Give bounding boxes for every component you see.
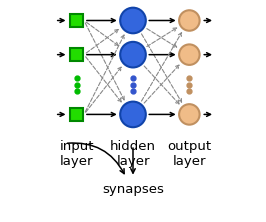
FancyBboxPatch shape (70, 108, 83, 121)
FancyBboxPatch shape (70, 48, 83, 61)
Text: input
layer: input layer (59, 140, 94, 168)
Text: output
layer: output layer (167, 140, 211, 168)
Text: synapses: synapses (102, 183, 164, 196)
Circle shape (120, 42, 146, 67)
Circle shape (179, 44, 200, 65)
Circle shape (120, 8, 146, 33)
Circle shape (120, 102, 146, 127)
FancyBboxPatch shape (70, 14, 83, 27)
Circle shape (179, 104, 200, 125)
Text: hidden
layer: hidden layer (110, 140, 156, 168)
Circle shape (179, 10, 200, 31)
